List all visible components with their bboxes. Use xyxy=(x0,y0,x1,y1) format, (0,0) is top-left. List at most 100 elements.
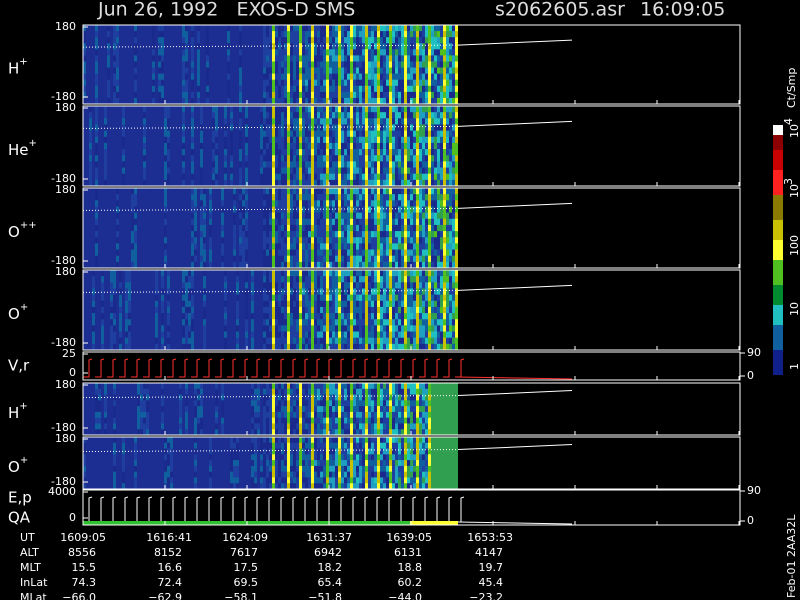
colorbar-cell xyxy=(773,325,783,350)
spectrogram-cell xyxy=(431,124,434,132)
spectrogram-cell xyxy=(446,200,449,207)
spectrogram-cell xyxy=(185,306,188,314)
spectrogram-cell xyxy=(425,179,428,187)
spectrogram-cell xyxy=(392,343,395,351)
spectrogram-cell xyxy=(269,188,272,195)
spectrogram-cell xyxy=(332,67,335,75)
spectrogram-cell xyxy=(257,383,260,390)
spectrogram-cell xyxy=(359,300,362,308)
spectrogram-cell xyxy=(191,343,194,351)
spectrogram-cell xyxy=(419,167,422,175)
spectrogram-cell xyxy=(155,331,158,339)
spectrogram-cell xyxy=(335,73,338,81)
spectrogram-cell xyxy=(287,61,290,69)
spectrogram-cell xyxy=(410,218,413,226)
spectrogram-cell xyxy=(308,206,311,214)
spectrogram-cell xyxy=(404,406,407,413)
spectrogram-cell xyxy=(431,173,434,181)
spectrogram-cell xyxy=(179,383,182,390)
spectrogram-cell xyxy=(374,313,377,320)
spectrogram-cell xyxy=(380,212,383,220)
spectrogram-cell xyxy=(434,343,437,351)
spectrogram-cell xyxy=(449,206,452,214)
spectrogram-cell xyxy=(167,343,170,351)
spectrogram-cell xyxy=(428,237,431,244)
spectrogram-cell xyxy=(269,212,272,220)
spectrogram-cell xyxy=(221,429,224,436)
spectrogram-cell xyxy=(371,270,374,277)
spectrogram-cell xyxy=(206,31,209,38)
spectrogram-cell xyxy=(401,200,404,207)
spectrogram-cell xyxy=(338,249,341,257)
spectrogram-cell xyxy=(335,288,338,296)
spectrogram-cell xyxy=(314,97,317,105)
spectrogram-cell xyxy=(335,337,338,345)
spectrogram-cell xyxy=(203,224,206,232)
spectrogram-cell xyxy=(359,394,362,401)
spectrogram-cell xyxy=(272,179,275,187)
spectrogram-cell xyxy=(413,212,416,220)
spectrogram-cell xyxy=(395,79,398,87)
spectrogram-cell xyxy=(386,237,389,244)
spectrogram-cell xyxy=(344,206,347,214)
spectrogram-cell xyxy=(281,282,284,289)
spectrogram-cell xyxy=(329,319,332,326)
spectrogram-cell xyxy=(335,91,338,99)
spectrogram-cell xyxy=(320,319,323,326)
spectrogram-cell xyxy=(398,249,401,257)
spectrogram-cell xyxy=(404,118,407,125)
spectrogram-cell xyxy=(305,288,308,296)
spectrogram-cell xyxy=(221,237,224,244)
spectrogram-cell xyxy=(386,118,389,125)
spectrogram-cell xyxy=(278,300,281,308)
spectrogram-cell xyxy=(206,37,209,44)
spectrogram-cell xyxy=(296,188,299,195)
spectrogram-cell xyxy=(437,79,440,87)
spectrogram-cell xyxy=(431,55,434,62)
spectrogram-cell xyxy=(344,255,347,263)
spectrogram-cell xyxy=(239,112,242,119)
spectrogram-cell xyxy=(422,67,425,75)
spectrogram-cell xyxy=(182,85,185,93)
spectrogram-cell xyxy=(164,224,167,232)
spectrogram-cell xyxy=(350,206,353,214)
spectrogram-cell xyxy=(152,55,155,62)
spectrogram-cell xyxy=(275,276,278,283)
spectrogram-cell xyxy=(329,61,332,69)
spectrogram-cell xyxy=(236,306,239,314)
spectrogram-cell xyxy=(437,200,440,207)
spectrogram-cell xyxy=(437,73,440,81)
spectrogram-cell xyxy=(455,224,458,232)
spectrogram-cell xyxy=(203,337,206,345)
spectrogram-cell xyxy=(413,118,416,125)
spectrogram-cell xyxy=(335,261,338,269)
spectrogram-cell xyxy=(437,167,440,175)
spectrogram-cell xyxy=(383,73,386,81)
spectrogram-cell xyxy=(317,331,320,339)
spectrogram-cell xyxy=(392,155,395,162)
spectrogram-cell xyxy=(104,142,107,150)
spectrogram-cell xyxy=(83,97,86,105)
spectrogram-cell xyxy=(410,331,413,339)
spectrogram-cell xyxy=(296,31,299,38)
spectrogram-cell xyxy=(275,417,278,424)
spectrogram-cell xyxy=(341,300,344,308)
spectrogram-cell xyxy=(455,73,458,81)
spectrogram-cell xyxy=(305,43,308,50)
spectrogram-cell xyxy=(254,417,257,424)
spectrogram-cell xyxy=(338,319,341,326)
spectrogram-cell xyxy=(425,206,428,214)
spectrogram-cell xyxy=(263,91,266,99)
spectrogram-cell xyxy=(302,67,305,75)
charge: + xyxy=(20,302,28,313)
spectrogram-cell xyxy=(233,188,236,195)
spectrogram-cell xyxy=(269,331,272,339)
spectrogram-cell xyxy=(308,161,311,169)
spectrogram-cell xyxy=(203,249,206,257)
spectrogram-cell xyxy=(272,73,275,81)
spectrogram-cell xyxy=(197,31,200,38)
spectrogram-cell xyxy=(374,173,377,181)
spectrogram-cell xyxy=(434,282,437,289)
spectrogram-cell xyxy=(329,173,332,181)
spectrogram-cell xyxy=(287,400,290,407)
